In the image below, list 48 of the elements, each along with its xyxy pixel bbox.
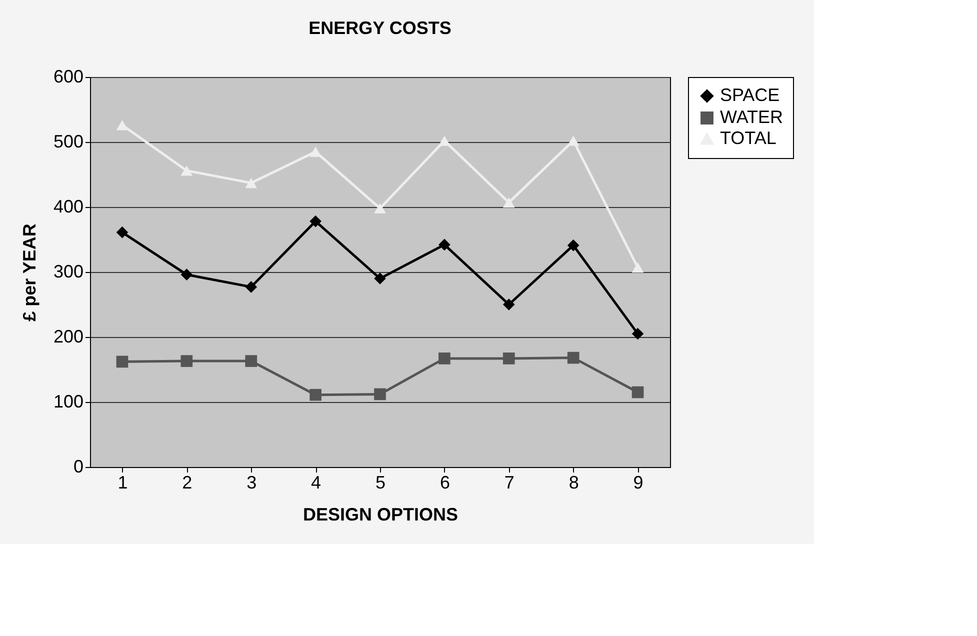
point — [180, 268, 193, 281]
point — [438, 238, 450, 251]
x-tick-label: 6 — [440, 472, 450, 492]
y-tick-label: 100 — [53, 392, 84, 412]
point — [438, 136, 450, 146]
legend-label: TOTAL — [720, 128, 776, 148]
point — [632, 262, 644, 273]
legend-label: WATER — [720, 107, 783, 127]
y-tick-label: 400 — [53, 196, 84, 216]
legend-label: SPACE — [720, 85, 780, 105]
point — [180, 165, 193, 176]
point — [310, 388, 322, 401]
y-axis-title: £ per YEAR — [19, 224, 40, 322]
x-tick-label: 8 — [568, 472, 579, 492]
point — [116, 226, 128, 238]
point — [502, 298, 515, 310]
y-tick-label: 200 — [53, 326, 84, 346]
x-tick-label: 7 — [504, 472, 514, 492]
point — [245, 178, 258, 188]
point — [116, 356, 128, 368]
y-tick-label: 600 — [53, 66, 84, 86]
x-axis-title: DESIGN OPTIONS — [302, 504, 458, 524]
point — [180, 355, 193, 367]
point — [632, 328, 644, 340]
point — [310, 146, 322, 157]
point — [245, 355, 258, 367]
point — [502, 197, 515, 208]
point — [245, 281, 258, 293]
x-tick-label: 2 — [182, 472, 192, 492]
point — [567, 239, 580, 252]
point — [374, 388, 386, 400]
chart-title: ENERGY COSTS — [308, 18, 452, 38]
point — [567, 352, 580, 364]
point — [438, 352, 450, 364]
point — [502, 352, 515, 364]
y-tick-label: 0 — [73, 456, 84, 476]
y-tick-label: 300 — [53, 262, 84, 282]
y-tick-label: 500 — [53, 132, 84, 152]
x-tick-label: 4 — [311, 472, 322, 492]
x-tick-label: 9 — [633, 472, 644, 492]
point — [632, 386, 644, 398]
x-tick-label: 1 — [118, 472, 128, 492]
point — [374, 272, 386, 284]
point — [116, 120, 128, 130]
point — [374, 203, 386, 214]
x-tick-label: 3 — [246, 472, 257, 492]
point — [310, 215, 322, 228]
x-tick-label: 5 — [375, 472, 386, 492]
